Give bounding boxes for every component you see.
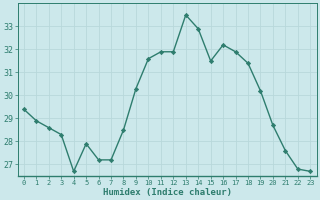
X-axis label: Humidex (Indice chaleur): Humidex (Indice chaleur) — [103, 188, 232, 197]
